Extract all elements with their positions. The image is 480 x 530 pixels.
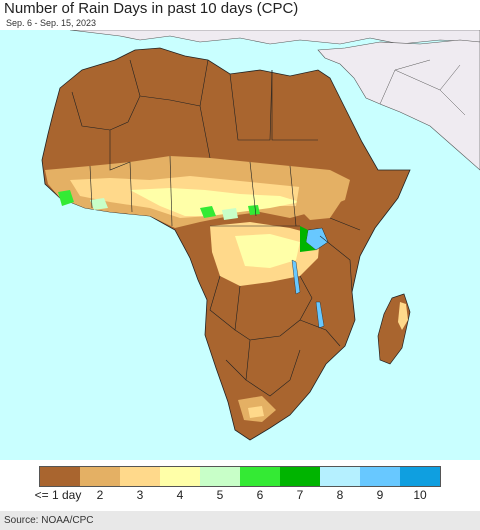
rain-days-map bbox=[0, 30, 480, 460]
coast-light-patches bbox=[90, 198, 238, 220]
coast-wet-patches bbox=[58, 190, 260, 218]
legend-swatch-7 bbox=[280, 467, 320, 486]
legend-swatch-5 bbox=[200, 467, 240, 486]
legend-swatch-8 bbox=[320, 467, 360, 486]
legend-swatch-1 bbox=[40, 467, 80, 486]
country-borders bbox=[71, 59, 361, 397]
legend-label-9: 9 bbox=[376, 488, 384, 502]
lake-malawi bbox=[315, 301, 325, 329]
madagascar-east-wet bbox=[398, 302, 408, 330]
map-title: Number of Rain Days in past 10 days (CPC… bbox=[4, 0, 299, 17]
south-africa-coast-inner bbox=[248, 406, 264, 418]
legend-label-6: 6 bbox=[256, 488, 264, 502]
legend-labels: <= 1 day 2 3 4 5 6 7 8 9 10 bbox=[25, 488, 465, 504]
legend-label-5: 5 bbox=[216, 488, 224, 502]
congo-core bbox=[235, 234, 300, 268]
legend-swatch-2 bbox=[80, 467, 120, 486]
lake-tanganyika bbox=[291, 259, 301, 295]
ethiopia-highland bbox=[296, 180, 342, 220]
source-footer: Source: NOAA/CPC bbox=[0, 511, 480, 530]
source-text: Source: NOAA/CPC bbox=[4, 515, 94, 526]
legend-label-8: 8 bbox=[336, 488, 344, 502]
arabia-borders bbox=[379, 59, 466, 116]
legend-label-7: 7 bbox=[296, 488, 304, 502]
legend-swatch-10 bbox=[400, 467, 440, 486]
legend-color-bar bbox=[39, 466, 441, 487]
lake-victoria-surround bbox=[300, 226, 316, 252]
middle-east-land bbox=[317, 39, 480, 171]
legend-label-3: 3 bbox=[136, 488, 144, 502]
legend-label-4: 4 bbox=[176, 488, 184, 502]
legend-swatch-6 bbox=[240, 467, 280, 486]
legend-label-2: 2 bbox=[96, 488, 104, 502]
legend-label-10: 10 bbox=[413, 488, 427, 502]
legend-swatch-9 bbox=[360, 467, 400, 486]
legend-swatch-3 bbox=[120, 467, 160, 486]
legend-swatch-4 bbox=[160, 467, 200, 486]
lake-victoria bbox=[305, 227, 329, 251]
legend-label-1: <= 1 day bbox=[34, 488, 82, 502]
date-range: Sep. 6 - Sep. 15, 2023 bbox=[6, 18, 97, 28]
